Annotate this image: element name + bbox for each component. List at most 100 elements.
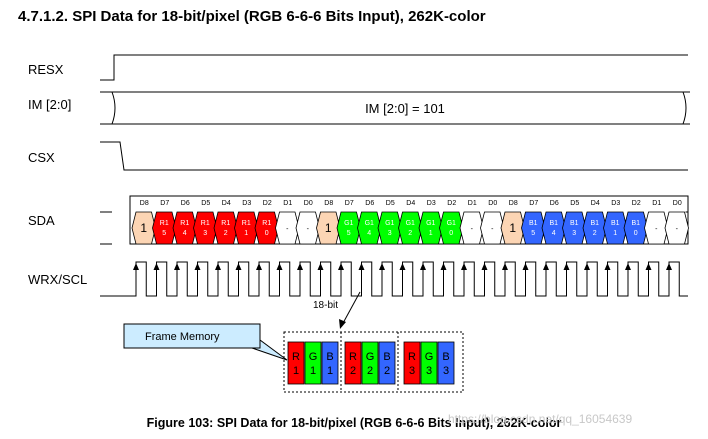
sda-cell-subscript: 5	[162, 230, 166, 237]
sda-cell-subscript: 3	[388, 230, 392, 237]
section-title: 4.7.1.2. SPI Data for 18-bit/pixel (RGB …	[18, 8, 486, 25]
sda-bit-header: D3	[611, 200, 620, 207]
frame-pixel-channel-label: R	[408, 351, 416, 363]
sda-cell	[418, 211, 443, 245]
sda-cell	[152, 211, 177, 245]
figure-caption: Figure 103: SPI Data for 18-bit/pixel (R…	[146, 416, 562, 430]
clock-arrow	[358, 263, 365, 270]
clock-arrow	[235, 263, 242, 270]
sda-bit-header: D2	[263, 200, 272, 207]
clock-arrow	[563, 263, 570, 270]
sda-cell-label: R1	[221, 220, 230, 227]
sda-cell-label: -	[655, 226, 658, 233]
sda-cell-label: 1	[509, 221, 516, 235]
frame-pixel-channel-label: R	[292, 351, 300, 363]
frame-pixel-channel	[287, 341, 305, 385]
sda-cell-label: -	[676, 226, 679, 233]
frame-pixel-channel	[344, 341, 362, 385]
sda-cell	[521, 211, 546, 245]
sda-bit-header: D7	[529, 200, 538, 207]
sda-cell-label: -	[491, 226, 494, 233]
sda-bit-header: D4	[591, 200, 600, 207]
bit-width-label: 18-bit	[313, 300, 338, 311]
clock-arrow	[625, 263, 631, 270]
signal-label-wrx-scl: WRX/SCL	[28, 272, 88, 287]
frame-memory-label: Frame Memory	[145, 331, 220, 343]
clock-arrow	[481, 263, 488, 270]
frame-pixel-channel-index: 1	[327, 365, 333, 377]
sda-cell	[172, 211, 197, 245]
sda-cell-label: B1	[611, 220, 620, 227]
sda-cell-label: -	[286, 226, 289, 233]
clock-arrow	[297, 263, 303, 270]
frame-pixel-channel-label: G	[366, 351, 375, 363]
sda-cell-label: 1	[325, 221, 332, 235]
resx-waveform	[100, 54, 688, 81]
sda-cell	[377, 211, 402, 245]
clock-arrow	[133, 263, 139, 270]
sda-bit-header: D8	[140, 200, 149, 207]
sda-cell-subscript: 4	[552, 230, 556, 237]
sda-cell-label: -	[307, 226, 310, 233]
sda-cell	[193, 211, 218, 245]
sda-bit-header: D0	[673, 200, 682, 207]
sda-cell-label: B1	[529, 220, 538, 227]
sda-bit-header: D6	[365, 200, 374, 207]
sda-cell-subscript: 3	[203, 230, 207, 237]
sda-cell	[254, 211, 279, 245]
csx-waveform	[100, 141, 688, 171]
sda-cell-subscript: 0	[634, 230, 638, 237]
sda-cell-label: 1	[140, 221, 147, 235]
frame-memory-row	[283, 331, 464, 393]
sda-cell	[623, 211, 648, 245]
frame-pixel-channel	[420, 341, 438, 385]
frame-pixel-channel-label: G	[309, 351, 318, 363]
im-bus	[100, 91, 690, 125]
sda-cell-subscript: 2	[593, 230, 597, 237]
sda-cell-subscript: 4	[183, 230, 187, 237]
sda-bit-header: D2	[632, 200, 641, 207]
bit-width-arrowhead	[339, 319, 346, 329]
sda-cell-label: B1	[549, 220, 558, 227]
frame-pixel-channel-label: B	[326, 351, 333, 363]
sda-bit-headers: D8 D7 D6 D5 D4 D3 D2 D1 D0 D8 D7 D6 D5 D4 D3 D2 D1 D0 D8 D7…	[140, 200, 682, 207]
sda-cell-subscript: 1	[613, 230, 617, 237]
frame-pixel-channel-index: 3	[426, 365, 432, 377]
sda-bus-trail	[685, 211, 688, 245]
signal-label-sda: SDA	[28, 213, 55, 228]
sda-cell	[234, 211, 259, 245]
frame-pixel-channel-index: 3	[409, 365, 415, 377]
sda-bit-header: D7	[160, 200, 169, 207]
sda-cell-label: R1	[180, 220, 189, 227]
sda-cell-label: R1	[201, 220, 210, 227]
sda-bit-header: D8	[509, 200, 518, 207]
clock-arrow	[317, 263, 324, 270]
sda-cell-label: B1	[590, 220, 599, 227]
clock-arrow	[461, 263, 467, 270]
frame-pixel-channel	[437, 341, 455, 385]
sda-cell	[439, 211, 464, 245]
bit-width-arrow	[341, 291, 361, 326]
sda-cell	[664, 211, 689, 245]
sda-cell-subscript: 0	[449, 230, 453, 237]
sda-cell-label: G1	[344, 220, 353, 227]
sda-bit-header: D4	[222, 200, 231, 207]
sda-cell-label: B1	[631, 220, 640, 227]
signal-label-resx: RESX	[28, 62, 64, 77]
frame-pixel-channel-index: 2	[384, 365, 390, 377]
sda-bit-header: D2	[447, 200, 456, 207]
clock-arrow	[440, 263, 447, 270]
clock-arrow	[604, 263, 611, 270]
sda-cell-label: R1	[262, 220, 271, 227]
sda-bit-header: D8	[324, 200, 333, 207]
sda-cell	[562, 211, 587, 245]
sda-cell-label: B1	[570, 220, 579, 227]
sda-cell-subscript: 2	[408, 230, 412, 237]
clock-arrow	[379, 263, 385, 270]
frame-pixel-channel	[403, 341, 421, 385]
frame-memory-callout	[123, 323, 261, 349]
sda-cell	[603, 211, 628, 245]
sda-bus-lead	[100, 211, 112, 245]
frame-pixel-channel-index: 2	[367, 365, 373, 377]
